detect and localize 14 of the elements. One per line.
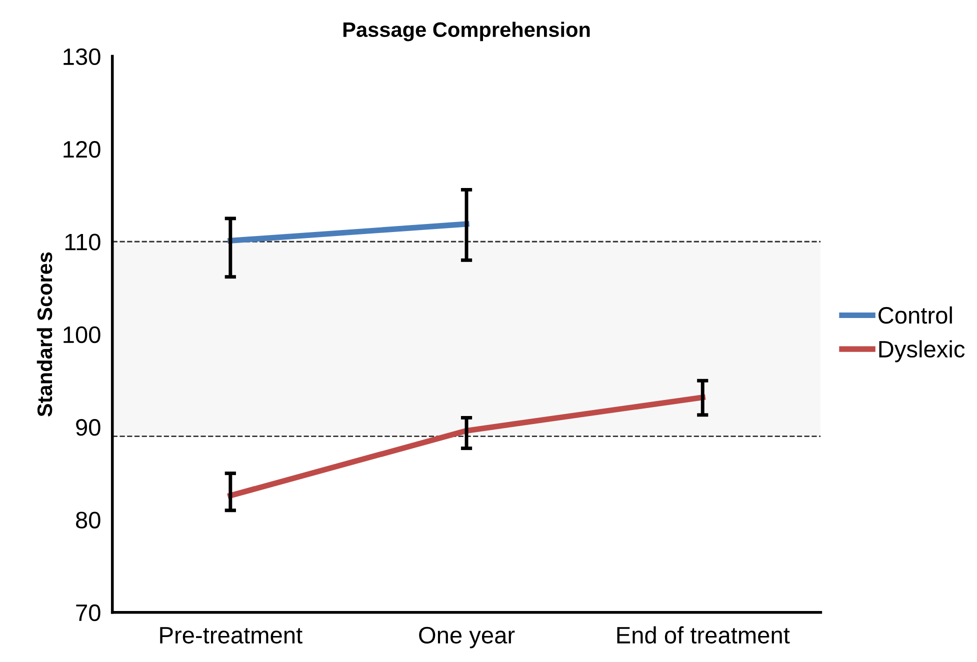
x-tick-label: Pre-treatment <box>160 627 302 644</box>
y-tick-label: 110 <box>65 234 100 250</box>
legend-label: Control <box>878 306 952 324</box>
y-tick-label: 100 <box>64 326 100 344</box>
y-tick-label: 90 <box>76 419 100 436</box>
y-tick-label: 70 <box>76 604 100 622</box>
y-axis-title: Standard Scores <box>36 252 52 416</box>
x-tick-label: End of treatment <box>617 626 790 644</box>
legend-label: Dyslexic <box>879 340 965 362</box>
y-tick-label: 130 <box>64 48 100 66</box>
y-tick-label: 80 <box>76 512 100 528</box>
y-tick-label: 120 <box>64 141 100 158</box>
chart-title: Passage Comprehension <box>343 22 590 42</box>
x-tick-label: One year <box>419 626 515 648</box>
